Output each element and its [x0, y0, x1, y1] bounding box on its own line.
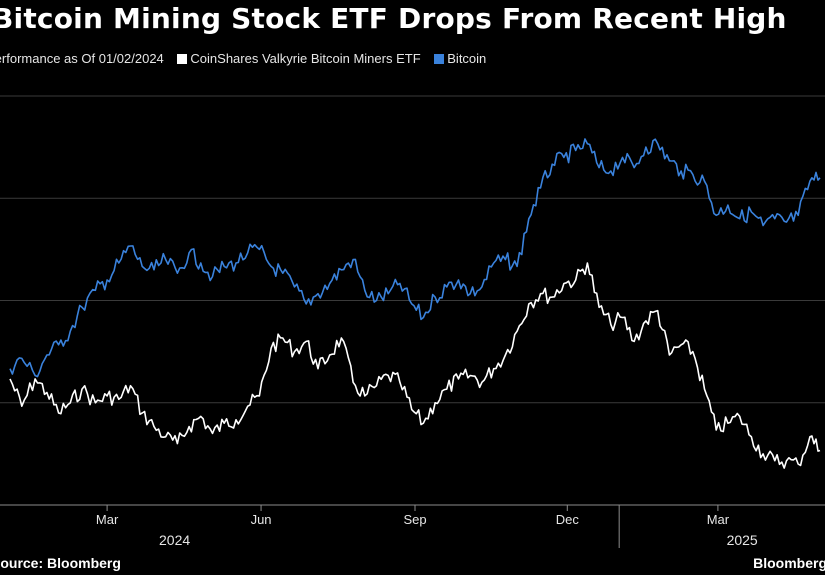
legend-label-etf: CoinShares Valkyrie Bitcoin Miners ETF — [190, 51, 421, 66]
legend-item-bitcoin: Bitcoin — [434, 51, 486, 66]
year-label: 2025 — [727, 532, 758, 548]
legend-swatch-bitcoin — [434, 54, 445, 64]
legend: Performance as Of 01/02/2024 CoinShares … — [0, 51, 496, 66]
legend-swatch-etf — [177, 54, 188, 64]
chart-title: Bitcoin Mining Stock ETF Drops From Rece… — [0, 2, 787, 35]
x-tick-label: Dec — [556, 512, 580, 527]
series-line-etf — [9, 262, 821, 469]
year-label: 2024 — [159, 532, 190, 548]
series-line-bitcoin — [9, 138, 821, 378]
x-tick-label: Mar — [707, 512, 730, 527]
brand-logo: Bloomberg — [753, 555, 825, 571]
x-tick-label: Jun — [251, 512, 272, 527]
legend-item-etf: CoinShares Valkyrie Bitcoin Miners ETF — [177, 51, 421, 66]
source-note: Source: Bloomberg — [0, 555, 121, 571]
x-tick-label: Sep — [403, 512, 426, 527]
legend-prefix: Performance as Of 01/02/2024 — [0, 51, 164, 66]
legend-label-bitcoin: Bitcoin — [447, 51, 487, 66]
x-tick-label: Mar — [96, 512, 119, 527]
